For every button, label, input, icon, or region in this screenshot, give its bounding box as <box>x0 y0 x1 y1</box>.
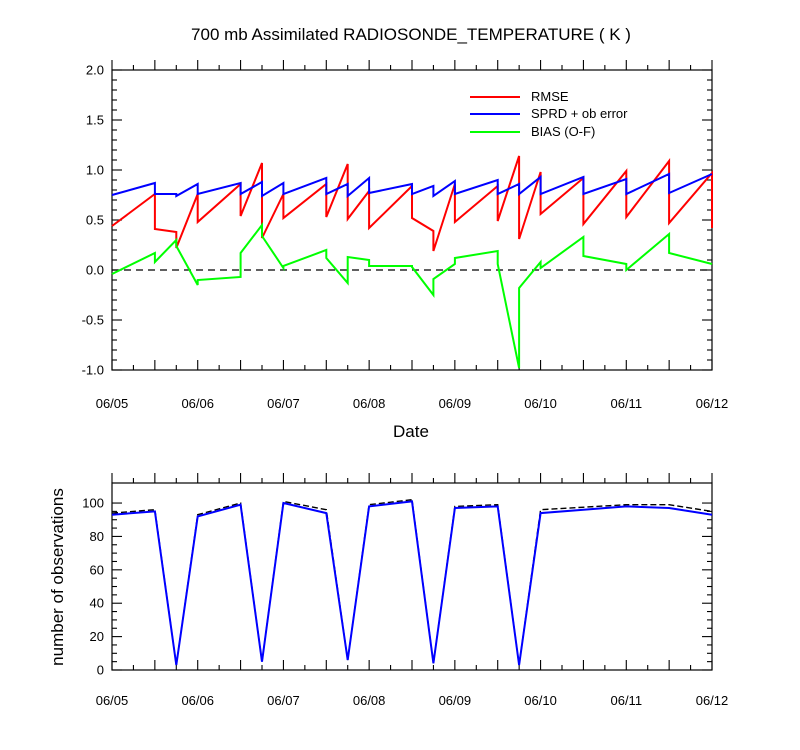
y-tick-label-1: 60 <box>90 562 104 577</box>
x-tick-label-1: 06/09 <box>439 693 472 708</box>
x-tick-label-1: 06/06 <box>181 693 214 708</box>
x-tick-label-0: 06/12 <box>696 396 729 411</box>
x-tick-label-1: 06/12 <box>696 693 729 708</box>
x-tick-label-1: 06/07 <box>267 693 300 708</box>
x-axis-label: Date <box>393 422 429 441</box>
x-tick-label-0: 06/08 <box>353 396 386 411</box>
x-tick-label-0: 06/09 <box>439 396 472 411</box>
x-tick-label-1: 06/10 <box>524 693 557 708</box>
y-tick-label-0: 0.0 <box>86 263 104 278</box>
y-tick-label-1: 80 <box>90 529 104 544</box>
plot-frame-1 <box>111 482 713 671</box>
chart-title: 700 mb Assimilated RADIOSONDE_TEMPERATUR… <box>191 25 631 44</box>
y-tick-label-0: -0.5 <box>82 313 104 328</box>
x-tick-label-1: 06/08 <box>353 693 386 708</box>
y-tick-label-0: 1.5 <box>86 113 104 128</box>
y-tick-label-0: 1.0 <box>86 163 104 178</box>
y-tick-label-1: 0 <box>97 663 104 678</box>
y-tick-label-1: 40 <box>90 596 104 611</box>
x-tick-label-0: 06/07 <box>267 396 300 411</box>
y-axis-label-observations: number of observations <box>48 488 67 666</box>
x-tick-label-1: 06/11 <box>610 693 642 708</box>
legend-label-sprd: SPRD + ob error <box>531 106 628 121</box>
x-tick-label-0: 06/06 <box>181 396 214 411</box>
legend-label-bias: BIAS (O-F) <box>531 124 595 139</box>
y-tick-label-0: 0.5 <box>86 213 104 228</box>
series-line-0-rmse <box>111 155 713 252</box>
x-tick-label-0: 06/11 <box>610 396 642 411</box>
series-line-0-sprd-ob-error <box>111 172 713 199</box>
legend-label-rmse: RMSE <box>531 89 569 104</box>
y-tick-label-1: 20 <box>90 629 104 644</box>
y-tick-label-0: 2.0 <box>86 63 104 78</box>
series-line-1-used <box>111 500 713 666</box>
y-tick-label-1: 100 <box>82 496 104 511</box>
x-tick-label-0: 06/05 <box>96 396 129 411</box>
x-tick-label-1: 06/05 <box>96 693 129 708</box>
series-line-1-possible <box>111 498 713 666</box>
y-tick-label-0: -1.0 <box>82 363 104 378</box>
series-line-0-bias-o-f- <box>111 222 713 369</box>
x-tick-label-0: 06/10 <box>524 396 557 411</box>
